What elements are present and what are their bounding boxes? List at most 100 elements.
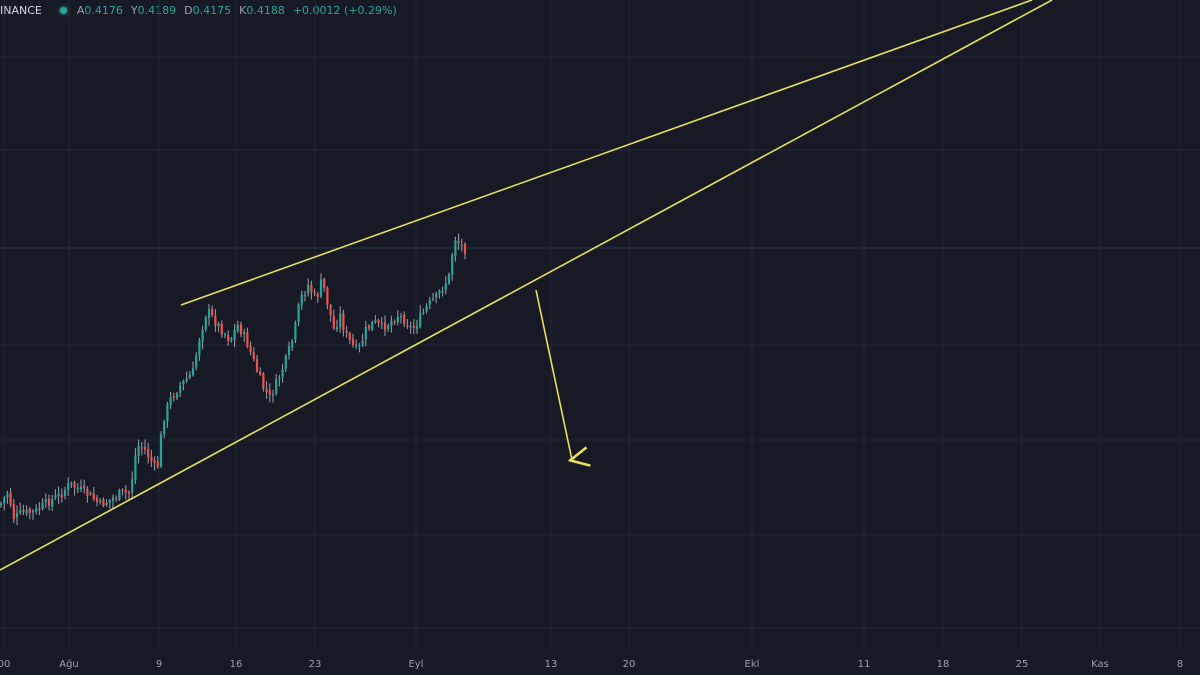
candle-up (108, 499, 111, 503)
candle-up (105, 502, 108, 505)
market-status-icon (59, 6, 67, 14)
candle-down (86, 488, 89, 496)
candle-down (102, 499, 105, 507)
candle-down (460, 244, 463, 246)
candle-up (31, 510, 35, 513)
x-tick-label: Ekl (745, 659, 760, 670)
x-tick-label: Eyl (408, 659, 423, 670)
candle-up (399, 316, 403, 318)
candle-down (383, 322, 387, 331)
x-tick-label: 13 (545, 659, 558, 670)
x-tick-label: 18 (937, 659, 950, 670)
candle-down (463, 243, 467, 254)
candle-up (3, 497, 6, 504)
candle-up (182, 380, 185, 385)
candle-up (355, 344, 358, 347)
chart-legend: INANCE A0.4176 Y0.4189 D0.4175 K0.4188 +… (0, 2, 397, 18)
candle-down (115, 498, 118, 500)
candle-up (415, 325, 419, 329)
candle-up (163, 421, 166, 435)
open-value: A0.4176 (76, 3, 123, 17)
candle-up (185, 378, 188, 382)
candle-down (342, 313, 345, 331)
candle-up (435, 293, 438, 299)
candle-up (131, 478, 134, 493)
candle-up (195, 355, 198, 368)
candle-up (335, 327, 339, 330)
candle-up (217, 323, 220, 327)
candle-down (147, 449, 150, 458)
candle-up (54, 495, 57, 499)
candle-down (268, 390, 271, 395)
candle-down (259, 371, 262, 375)
low-value: D0.4175 (184, 3, 232, 17)
candle-up (291, 340, 294, 348)
candle-down (47, 498, 51, 506)
candle-up (79, 486, 83, 490)
candle-down (332, 315, 335, 329)
candle-up (41, 502, 44, 509)
candle-down (95, 497, 99, 502)
candle-up (380, 323, 383, 325)
candle-up (159, 434, 163, 467)
candle-down (406, 325, 409, 327)
candle-down (351, 338, 355, 345)
candle-up (223, 334, 227, 336)
candle-down (246, 332, 249, 347)
upper-trendline[interactable] (180, 0, 1033, 306)
candle-up (396, 316, 399, 323)
candle-down (150, 456, 153, 461)
candle-up (99, 500, 102, 502)
candle-up (63, 490, 67, 496)
candle-up (0, 503, 3, 506)
candle-down (121, 489, 124, 491)
candle-down (83, 485, 86, 488)
candle-down (172, 396, 175, 398)
candle-up (419, 313, 422, 327)
candle-up (198, 340, 201, 356)
candle-up (371, 321, 374, 331)
candle-up (454, 240, 457, 257)
candle-up (166, 404, 169, 422)
candle-up (15, 512, 19, 518)
candle-up (137, 445, 140, 456)
change-value: +0.0012 (+0.29%) (292, 3, 397, 17)
x-tick-label: Ağu (59, 658, 79, 670)
candle-down (249, 345, 252, 353)
candle-down (367, 325, 371, 329)
candlestick-series (0, 233, 467, 526)
candle-down (153, 460, 156, 463)
candle-up (188, 374, 191, 379)
candle-down (393, 322, 396, 324)
chart-grid (0, 0, 1200, 650)
candle-up (111, 497, 115, 501)
candle-down (326, 287, 329, 305)
candle-down (156, 461, 159, 467)
candle-up (275, 379, 278, 395)
lower-trendline[interactable] (0, 0, 1053, 571)
candle-up (207, 309, 211, 318)
high-value: Y0.4189 (130, 3, 177, 17)
candle-up (428, 299, 431, 305)
candle-up (297, 304, 300, 323)
candle-up (287, 346, 291, 355)
candle-down (431, 298, 435, 300)
candle-down (143, 447, 147, 450)
candle-up (422, 312, 425, 314)
candle-up (409, 326, 412, 328)
candle-up (169, 397, 172, 406)
x-tick-label: 16 (230, 659, 243, 670)
candle-up (25, 509, 28, 514)
breakdown-arrow[interactable] (535, 289, 572, 460)
candle-up (303, 294, 307, 296)
candle-up (179, 385, 182, 393)
symbol-label[interactable]: INANCE (0, 3, 42, 17)
candle-up (284, 355, 287, 369)
candle-up (390, 320, 393, 327)
candle-down (60, 494, 63, 498)
candle-down (124, 489, 127, 493)
candle-up (6, 493, 9, 498)
candle-down (457, 240, 460, 244)
candle-down (211, 308, 214, 316)
